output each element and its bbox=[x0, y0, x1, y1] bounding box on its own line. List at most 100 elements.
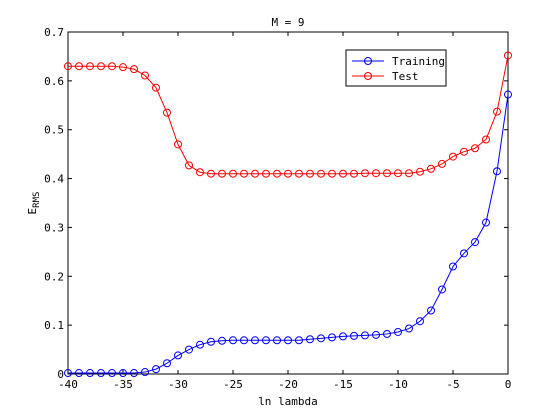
data-point-training bbox=[405, 324, 413, 333]
y-tick-label: 0.1 bbox=[44, 319, 64, 332]
data-point-test bbox=[394, 169, 402, 178]
data-point-test bbox=[218, 169, 226, 178]
data-point-test bbox=[449, 152, 457, 161]
data-point-training bbox=[75, 369, 83, 378]
x-tick-label: 0 bbox=[505, 378, 512, 391]
x-tick-label: -35 bbox=[113, 378, 133, 391]
data-point-test bbox=[317, 169, 325, 178]
data-point-training bbox=[460, 249, 468, 258]
x-tick-label: -15 bbox=[333, 378, 353, 391]
data-point-test bbox=[262, 169, 270, 178]
x-tick-label: -5 bbox=[446, 378, 459, 391]
y-tick-label: 0.3 bbox=[44, 221, 64, 234]
data-point-training bbox=[97, 369, 105, 378]
legend: Training Test bbox=[345, 49, 447, 87]
data-point-test bbox=[130, 65, 138, 74]
data-point-test bbox=[306, 169, 314, 178]
legend-item-test: Test bbox=[352, 70, 419, 83]
data-point-test bbox=[141, 71, 149, 80]
data-point-test bbox=[438, 159, 446, 168]
data-point-training bbox=[493, 167, 501, 176]
data-point-training bbox=[504, 90, 512, 99]
data-point-training bbox=[86, 369, 94, 378]
data-point-training bbox=[328, 333, 336, 342]
y-axis-label-subscript: RMS bbox=[32, 192, 42, 208]
data-point-training bbox=[306, 335, 314, 344]
data-point-test bbox=[284, 169, 292, 178]
x-tick-label: -40 bbox=[58, 378, 78, 391]
data-point-test bbox=[152, 83, 160, 92]
data-point-test bbox=[427, 164, 435, 173]
data-point-training bbox=[295, 336, 303, 345]
data-point-training bbox=[141, 368, 149, 377]
data-point-test bbox=[75, 62, 83, 71]
y-axis: 0 0.1 0.2 0.3 0.4 0.5 0.6 0.7 bbox=[44, 26, 508, 381]
data-point-training bbox=[174, 351, 182, 360]
series-training bbox=[64, 90, 512, 378]
data-point-test bbox=[471, 144, 479, 153]
series-line-test bbox=[68, 55, 509, 175]
legend-marker bbox=[364, 57, 372, 65]
data-point-test bbox=[295, 169, 303, 178]
data-point-training bbox=[196, 340, 204, 349]
svg-text:ERMS: ERMS bbox=[26, 192, 42, 215]
data-point-test bbox=[416, 167, 424, 176]
data-point-training bbox=[427, 306, 435, 315]
data-point-training bbox=[449, 262, 457, 271]
data-point-test bbox=[86, 62, 94, 71]
plot-area bbox=[67, 31, 509, 375]
data-point-training bbox=[482, 218, 490, 227]
data-point-training bbox=[350, 331, 358, 340]
data-point-test bbox=[240, 169, 248, 178]
data-point-test bbox=[328, 169, 336, 178]
legend-box bbox=[345, 49, 447, 87]
data-point-training bbox=[383, 329, 391, 338]
data-point-training bbox=[185, 345, 193, 354]
y-tick-label: 0.5 bbox=[44, 124, 64, 137]
data-point-training bbox=[284, 336, 292, 345]
x-tick-label: -30 bbox=[168, 378, 188, 391]
data-point-test bbox=[361, 169, 369, 178]
data-point-training bbox=[240, 336, 248, 345]
data-point-training bbox=[152, 365, 160, 374]
data-point-training bbox=[251, 336, 259, 345]
data-point-training bbox=[229, 336, 237, 345]
data-point-test bbox=[273, 169, 281, 178]
x-axis: -40 -35 -30 -25 -20 -15 -10 -5 0 bbox=[58, 32, 511, 391]
data-point-training bbox=[64, 369, 72, 378]
data-point-test bbox=[163, 108, 171, 117]
data-point-test bbox=[185, 161, 193, 170]
data-point-test bbox=[339, 169, 347, 178]
y-tick-label: 0.7 bbox=[44, 26, 64, 39]
data-point-training bbox=[108, 369, 116, 378]
x-tick-label: -10 bbox=[388, 378, 408, 391]
data-point-training bbox=[130, 369, 138, 378]
legend-label: Training bbox=[392, 55, 445, 68]
series-test bbox=[64, 51, 512, 178]
data-point-test bbox=[207, 169, 215, 178]
x-axis-label: ln lambda bbox=[258, 395, 318, 408]
y-axis-label-main: E bbox=[26, 208, 39, 215]
data-point-test bbox=[97, 62, 105, 71]
data-point-test bbox=[405, 169, 413, 178]
data-point-test bbox=[196, 168, 204, 177]
legend-item-training: Training bbox=[352, 55, 445, 68]
data-point-training bbox=[273, 336, 281, 345]
data-point-training bbox=[416, 317, 424, 326]
data-point-training bbox=[317, 334, 325, 343]
chart-title: M = 9 bbox=[271, 16, 304, 29]
y-tick-label: 0.6 bbox=[44, 75, 64, 88]
data-point-training bbox=[471, 238, 479, 247]
data-point-training bbox=[339, 332, 347, 341]
x-tick-label: -20 bbox=[278, 378, 298, 391]
data-point-training bbox=[218, 336, 226, 345]
y-axis-label: ERMS bbox=[26, 192, 42, 215]
data-point-training bbox=[207, 337, 215, 346]
y-tick-label: 0.4 bbox=[44, 173, 64, 186]
data-point-test bbox=[350, 169, 358, 178]
data-point-training bbox=[394, 327, 402, 336]
data-point-training bbox=[262, 336, 270, 345]
data-point-test bbox=[372, 169, 380, 178]
data-point-test bbox=[482, 135, 490, 144]
